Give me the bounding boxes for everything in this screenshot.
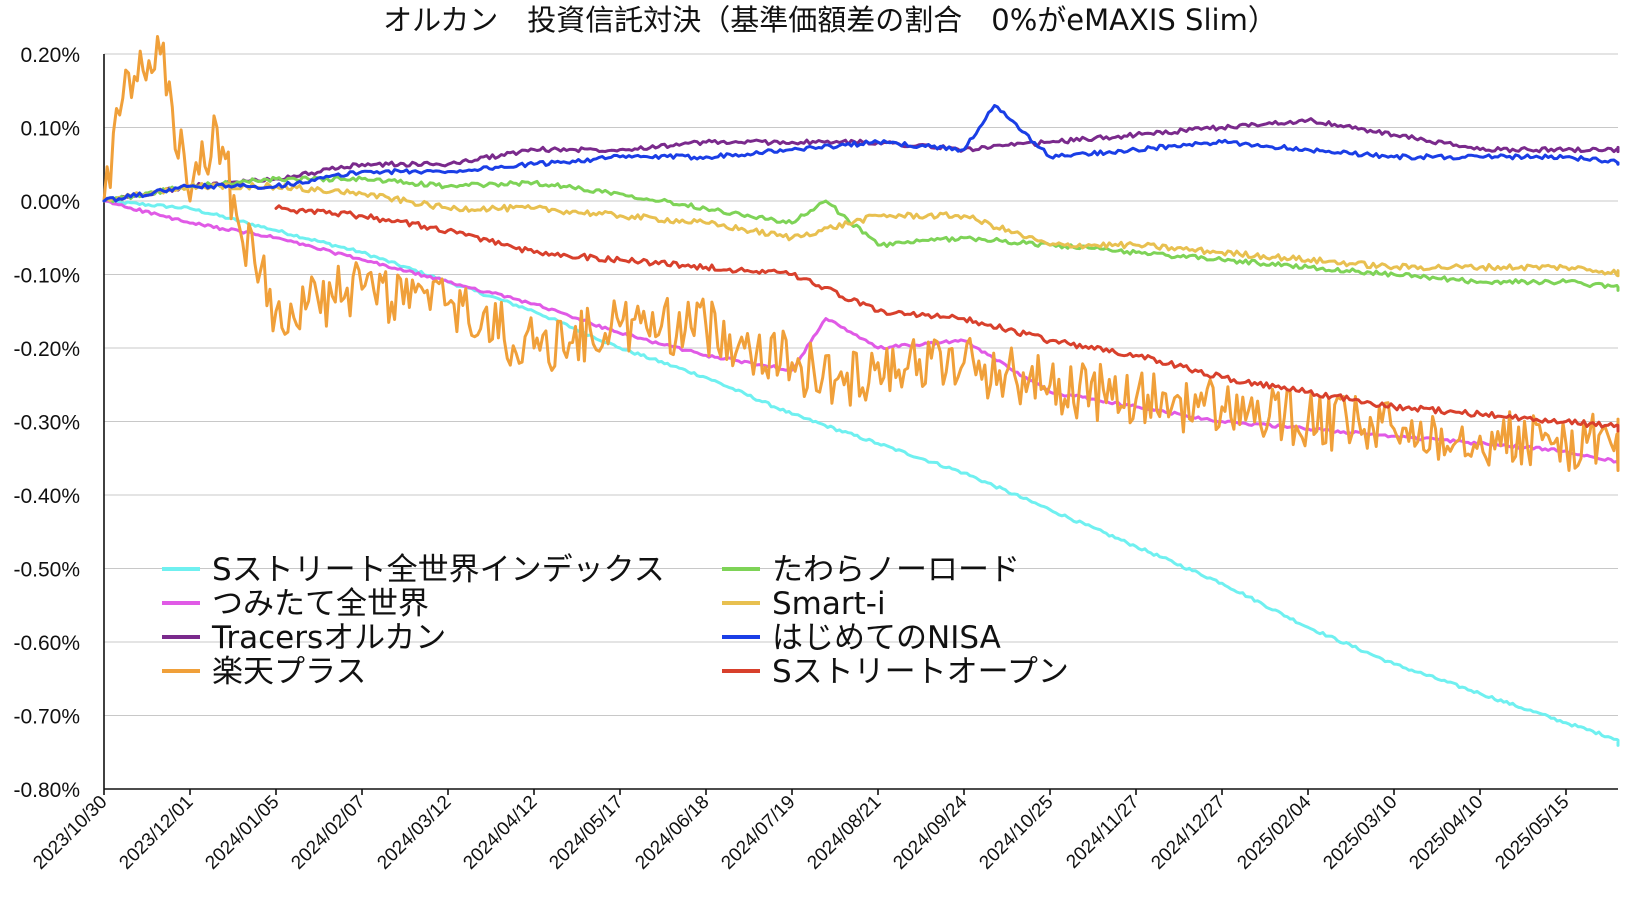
series-line bbox=[102, 181, 1620, 278]
legend-label: はじめてのNISA bbox=[772, 620, 1001, 656]
x-tick-label: 2024/04/12 bbox=[459, 792, 541, 874]
y-tick-label: -0.40% bbox=[13, 485, 80, 508]
series-line bbox=[274, 204, 1620, 433]
series-line bbox=[102, 117, 1620, 203]
x-tick-label: 2024/03/12 bbox=[373, 792, 455, 874]
x-tick-label: 2025/02/04 bbox=[1233, 791, 1315, 873]
x-tick-label: 2023/10/30 bbox=[29, 792, 111, 874]
x-tick-label: 2024/12/27 bbox=[1147, 792, 1229, 874]
x-tick-label: 2025/03/10 bbox=[1319, 792, 1401, 874]
y-tick-label: -0.10% bbox=[13, 265, 80, 288]
series-layer bbox=[102, 35, 1620, 747]
x-tick-label: 2024/05/17 bbox=[545, 792, 627, 874]
series-line bbox=[102, 199, 1620, 747]
x-tick-label: 2024/06/18 bbox=[631, 792, 713, 874]
series-line bbox=[102, 199, 1620, 468]
y-tick-label: -0.70% bbox=[13, 706, 80, 729]
legend-label: Sストリートオープン bbox=[772, 654, 1069, 690]
y-axis: 0.20% 0.10% 0.00% -0.10% -0.20% -0.30% -0.40% -… bbox=[13, 44, 80, 802]
y-tick-label: -0.80% bbox=[13, 779, 80, 802]
series-line bbox=[102, 104, 1620, 203]
y-tick-label: 0.20% bbox=[20, 44, 80, 67]
legend-label: Sストリート全世界インデックス bbox=[212, 552, 665, 588]
chart-title: オルカン 投資信託対決（基準価額差の割合 0%がeMAXIS Slim） bbox=[383, 3, 1277, 37]
legend-label: つみたて全世界 bbox=[212, 586, 429, 622]
y-tick-label: 0.10% bbox=[20, 118, 80, 141]
series-line bbox=[102, 35, 1620, 472]
x-tick-label: 2023/12/01 bbox=[115, 792, 197, 874]
y-tick-label: -0.30% bbox=[13, 412, 80, 435]
x-tick-label: 2024/10/25 bbox=[975, 792, 1057, 874]
x-tick-label: 2024/08/21 bbox=[803, 792, 885, 874]
x-tick-label: 2024/11/27 bbox=[1062, 792, 1143, 873]
y-tick-label: -0.20% bbox=[13, 338, 80, 361]
grid-layer bbox=[103, 53, 1618, 790]
y-tick-label: 0.00% bbox=[20, 191, 80, 214]
x-tick-label: 2025/05/15 bbox=[1491, 792, 1573, 874]
x-tick-label: 2024/02/07 bbox=[287, 792, 369, 874]
x-tick-label: 2024/07/19 bbox=[717, 792, 799, 874]
legend-label: たわらノーロード bbox=[772, 552, 1020, 588]
legend-label: Smart-i bbox=[772, 586, 886, 622]
y-tick-label: -0.60% bbox=[13, 632, 80, 655]
legend-label: Tracersオルカン bbox=[211, 620, 446, 656]
x-axis: 2023/10/30 2023/12/01 2024/01/05 2024/02/07… bbox=[29, 789, 1574, 874]
x-tick-label: 2025/04/10 bbox=[1405, 792, 1487, 874]
legend-label: 楽天プラス bbox=[212, 654, 366, 690]
x-tick-label: 2024/01/05 bbox=[201, 792, 283, 874]
y-tick-label: -0.50% bbox=[13, 559, 80, 582]
series-line bbox=[102, 175, 1620, 292]
x-tick-label: 2024/09/24 bbox=[889, 791, 971, 873]
